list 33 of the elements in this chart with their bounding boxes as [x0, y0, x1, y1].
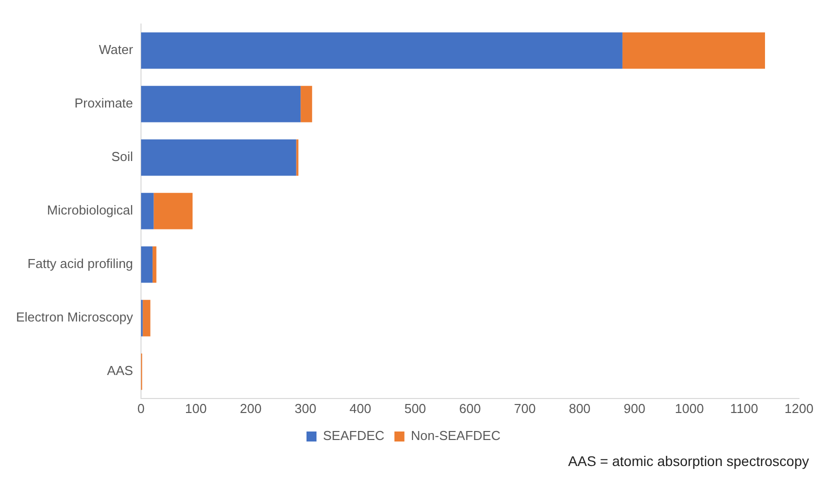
x-tick-label: 500	[404, 400, 426, 416]
x-tick-label: 300	[294, 400, 316, 416]
y-tick-label: Microbiological	[47, 202, 134, 218]
bar	[300, 86, 312, 122]
legend-label: SEAFDEC	[323, 428, 384, 444]
y-tick-label: Water	[98, 42, 134, 58]
x-tick-label: 100	[185, 400, 207, 416]
x-tick-label: 1000	[674, 400, 704, 416]
x-tick-label: 800	[568, 400, 591, 416]
y-tick-label: Fatty acid profiling	[28, 256, 134, 272]
bar	[154, 192, 193, 230]
y-tick-label: Soil	[111, 149, 134, 164]
bar	[141, 32, 622, 69]
bar	[141, 139, 296, 176]
bar	[622, 32, 766, 69]
text: AAS = atomic absorption spectroscopy	[568, 453, 809, 469]
x-tick-label: 200	[240, 400, 262, 416]
bar	[141, 86, 301, 122]
bar	[142, 300, 150, 336]
x-tick-label: 1200	[784, 400, 814, 416]
x-tick-label: 1100	[730, 400, 758, 416]
y-tick-label: AAS	[107, 363, 134, 378]
x-tick-label: 400	[350, 400, 372, 416]
bar	[152, 246, 156, 283]
x-tick-label: 700	[514, 400, 536, 416]
x-tick-label: 900	[624, 400, 646, 416]
x-tick-label: 0	[137, 400, 145, 416]
y-tick-label: Electron Microscopy	[16, 310, 134, 325]
x-tick-label: 600	[459, 400, 481, 416]
y-tick-label: Proximate	[74, 96, 134, 111]
bar	[141, 192, 154, 230]
bar	[141, 246, 153, 283]
legend-label: Non-SEAFDEC	[410, 428, 500, 444]
